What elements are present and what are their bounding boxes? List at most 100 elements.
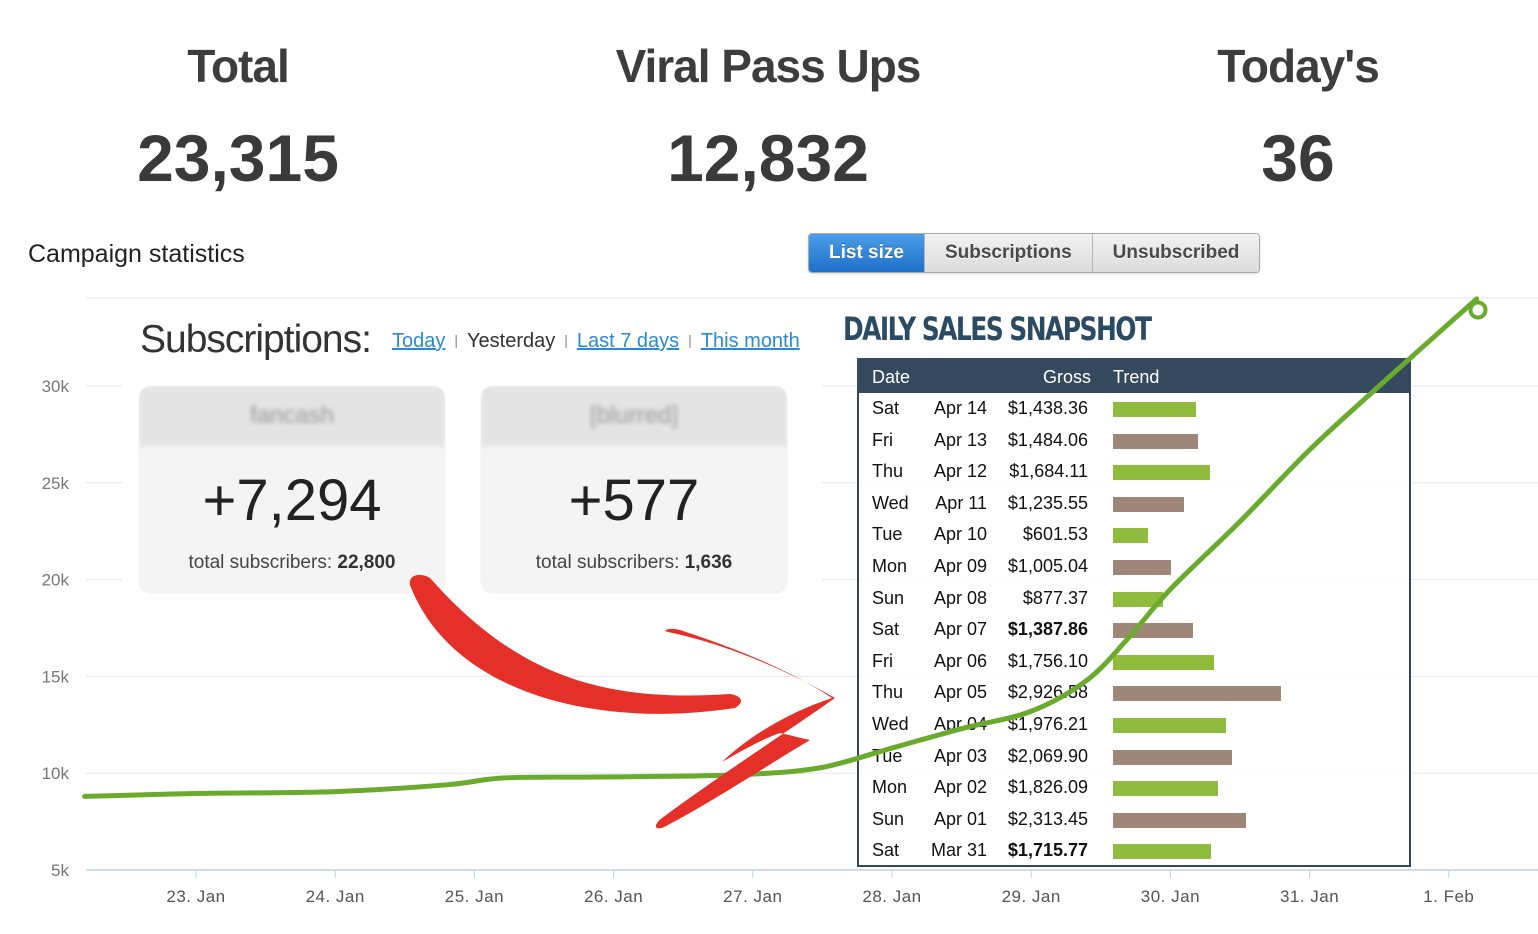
- row-gross: $1,756.10: [1007, 650, 1088, 671]
- y-tick-label: 10k: [42, 764, 70, 783]
- stat-total: Total 23,315: [28, 36, 448, 198]
- daily-sales-snapshot-table: Date Gross Trend Sat Apr 14 $1,438.36 Fri Ap…: [857, 358, 1411, 867]
- row-trend-bar: [1113, 433, 1198, 449]
- row-trend-bar: [1113, 591, 1163, 607]
- header-date: Date: [872, 367, 911, 387]
- row-date: Apr 02: [933, 777, 987, 798]
- row-date: Apr 03: [933, 745, 987, 766]
- subscriptions-title: Subscriptions:: [140, 318, 372, 361]
- row-day: Wed: [872, 492, 909, 513]
- row-day: Sun: [872, 587, 905, 608]
- row-day: Mon: [872, 556, 908, 576]
- card-total-label: total subscribers:: [188, 552, 333, 573]
- row-day: Wed: [872, 714, 909, 734]
- card-total-label: total subscribers:: [535, 552, 680, 573]
- header-trend: Trend: [1113, 367, 1160, 387]
- row-date: Apr 07: [933, 619, 987, 640]
- row-date: Mar 31: [930, 840, 987, 861]
- row-trend-bar: [1113, 686, 1281, 702]
- header-gross: Gross: [1043, 367, 1092, 387]
- row-day: Fri: [872, 650, 893, 671]
- chart-mode-toggle: List size Subscriptions Unsubscribed: [808, 233, 1261, 273]
- x-tick-label: 23. Jan: [166, 887, 225, 906]
- stat-viral-value: 12,832: [667, 121, 869, 195]
- card-new-subscribers: +577: [568, 468, 700, 533]
- row-trend-bar: [1113, 812, 1246, 828]
- row-trend-bar: [1113, 654, 1214, 670]
- subscriptions-panel: Subscriptions: Today | Yesterday | Last 7 da…: [122, 310, 822, 610]
- toggle-list-size[interactable]: List size: [809, 234, 924, 272]
- y-tick-label: 25k: [42, 474, 70, 493]
- snapshot-row: Thu Apr 05 $2,926.58: [859, 677, 1409, 709]
- row-day: Tue: [872, 524, 903, 545]
- row-gross: $1,976.21: [1007, 714, 1088, 734]
- subscriber-card: fancash +7,294 total subscribers: 22,800: [139, 386, 445, 592]
- row-gross: $1,684.11: [1009, 461, 1088, 482]
- card-total-subscribers: total subscribers: 22,800: [139, 552, 445, 574]
- card-campaign-name: [blurred]: [481, 386, 787, 446]
- row-gross: $1,715.77: [1007, 840, 1088, 861]
- card-new-subscribers: +7,294: [202, 468, 382, 533]
- snapshot-row: Tue Apr 03 $2,069.90: [859, 741, 1409, 773]
- sales-snapshot-title: DAILY SALES SNAPSHOT: [843, 310, 1152, 348]
- snapshot-row: Sat Apr 14 $1,438.36: [859, 393, 1409, 425]
- row-date: Apr 09: [933, 556, 987, 576]
- tab-separator: |: [454, 332, 459, 348]
- row-date: Apr 10: [933, 524, 987, 545]
- tab-separator: |: [564, 332, 568, 348]
- snapshot-row: Fri Apr 13 $1,484.06: [859, 425, 1409, 457]
- stat-viral-label: Viral Pass Ups: [615, 40, 922, 92]
- row-gross: $2,926.58: [1007, 682, 1088, 703]
- row-gross: $1,826.09: [1007, 777, 1088, 798]
- snapshot-row: Sat Mar 31 $1,715.77: [859, 835, 1409, 865]
- row-day: Tue: [872, 745, 903, 766]
- snapshot-row: Wed Apr 04 $1,976.21: [859, 709, 1409, 741]
- snapshot-row: Sun Apr 08 $877.37: [859, 583, 1409, 615]
- stat-total-value: 23,315: [137, 121, 339, 195]
- snapshot-row: Tue Apr 10 $601.53: [859, 519, 1409, 551]
- x-tick-label: 25. Jan: [445, 887, 504, 906]
- snapshot-row: Thu Apr 12 $1,684.11: [859, 456, 1409, 488]
- tab-today[interactable]: Today: [392, 330, 446, 352]
- row-trend-bar: [1113, 560, 1171, 575]
- row-day: Fri: [872, 429, 893, 450]
- row-day: Sat: [872, 398, 900, 418]
- stat-viral: Viral Pass Ups 12,832: [558, 36, 978, 198]
- x-tick-label: 31. Jan: [1280, 887, 1339, 906]
- row-gross: $1,235.55: [1007, 492, 1088, 513]
- row-day: Sat: [872, 619, 900, 640]
- toggle-subscriptions[interactable]: Subscriptions: [923, 234, 1092, 272]
- row-gross: $2,313.45: [1007, 808, 1088, 829]
- stat-today-label: Today's: [1217, 40, 1380, 92]
- stat-total-label: Total: [187, 40, 289, 92]
- row-trend-bar: [1113, 528, 1148, 544]
- x-tick-label: 24. Jan: [306, 887, 365, 906]
- row-day: Sun: [872, 808, 905, 829]
- row-gross: $2,069.90: [1007, 745, 1088, 766]
- card-total-value: 1,636: [684, 552, 733, 573]
- row-gross: $1,484.06: [1007, 429, 1088, 450]
- row-gross: $601.53: [1022, 524, 1088, 545]
- subscriptions-period-tabs: Today | Yesterday | Last 7 days | This month: [392, 330, 800, 353]
- tab-last-7-days[interactable]: Last 7 days: [576, 330, 680, 352]
- snapshot-row: Sun Apr 01 $2,313.45: [859, 804, 1409, 836]
- x-tick-label: 28. Jan: [862, 887, 921, 906]
- snapshot-row: Mon Apr 02 $1,826.09: [859, 772, 1409, 804]
- card-total-subscribers: total subscribers: 1,636: [481, 552, 787, 574]
- row-gross: $1,387.86: [1007, 619, 1088, 640]
- toggle-unsubscribed[interactable]: Unsubscribed: [1091, 234, 1260, 272]
- y-tick-label: 5k: [51, 861, 69, 880]
- row-trend-bar: [1113, 465, 1210, 481]
- stat-today: Today's 36: [1088, 36, 1508, 198]
- row-trend-bar: [1113, 718, 1226, 733]
- tab-yesterday[interactable]: Yesterday: [467, 330, 556, 352]
- row-date: Apr 04: [933, 714, 987, 734]
- y-tick-label: 20k: [42, 571, 70, 590]
- row-date: Apr 08: [933, 587, 987, 608]
- tab-this-month[interactable]: This month: [700, 330, 800, 352]
- row-day: Thu: [872, 461, 904, 482]
- x-tick-label: 27. Jan: [723, 887, 782, 906]
- row-trend-bar: [1113, 623, 1193, 639]
- snapshot-table-header: Date Gross Trend: [859, 360, 1409, 393]
- row-trend-bar: [1113, 749, 1232, 765]
